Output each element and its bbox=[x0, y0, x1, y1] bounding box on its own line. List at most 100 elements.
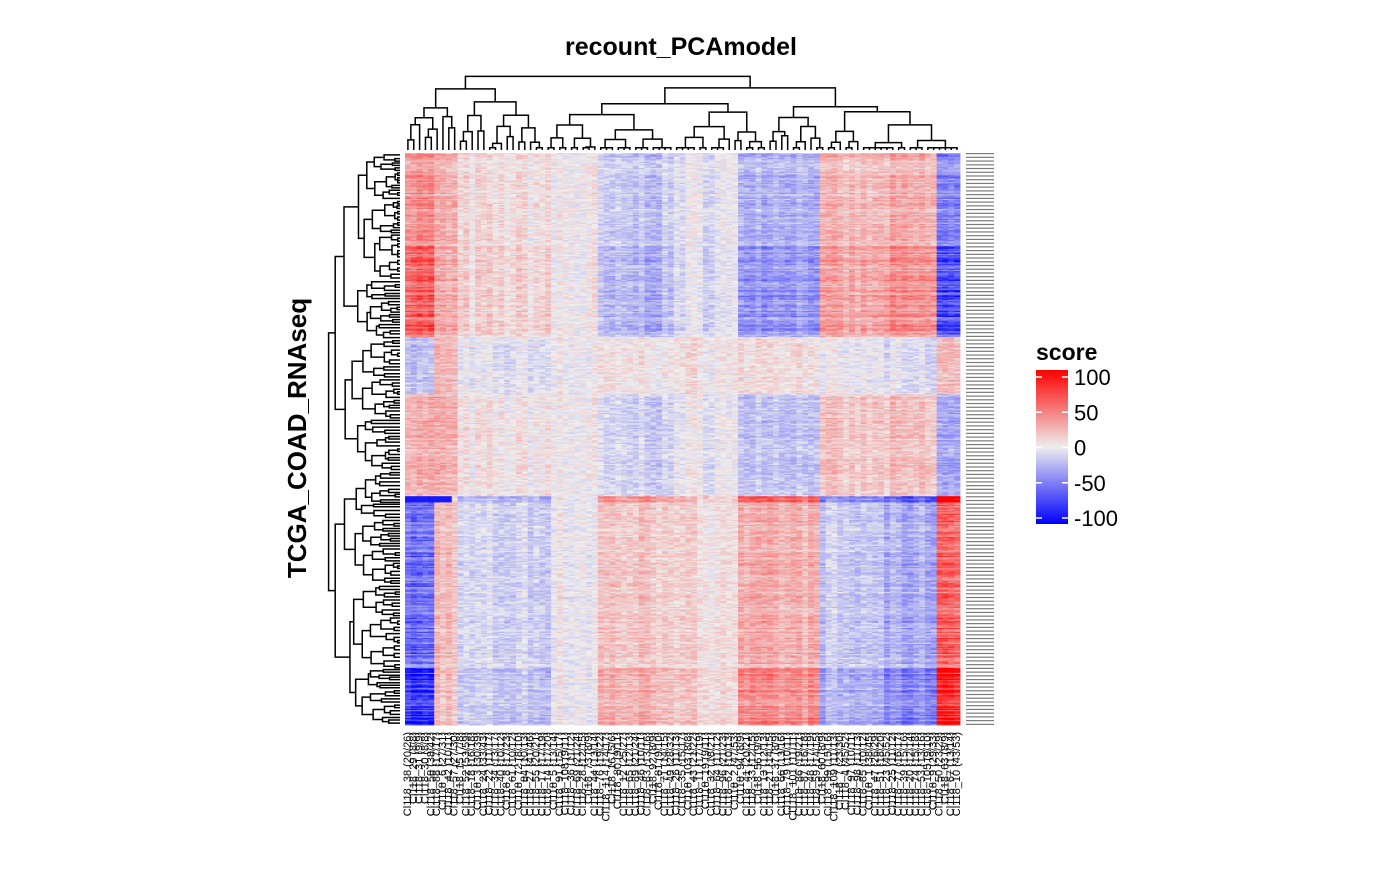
heatmap-cell bbox=[825, 170, 832, 173]
heatmap-cell bbox=[919, 167, 926, 170]
heatmap-cell bbox=[808, 164, 815, 166]
heatmap-cell bbox=[889, 165, 897, 168]
heatmap-cell bbox=[884, 159, 891, 161]
heatmap-cell bbox=[463, 170, 470, 173]
heatmap-cell bbox=[726, 155, 733, 158]
heatmap-cell bbox=[802, 169, 809, 171]
heatmap-cell bbox=[574, 161, 581, 164]
heatmap-cell bbox=[656, 165, 663, 168]
heatmap-cell bbox=[469, 169, 476, 171]
heatmap-cell bbox=[428, 169, 435, 171]
heatmap-cell bbox=[673, 153, 680, 155]
heatmap-cell bbox=[533, 167, 540, 170]
heatmap-cell bbox=[872, 165, 879, 168]
heatmap-cell bbox=[591, 170, 599, 173]
heatmap-cell bbox=[475, 162, 482, 165]
heatmap-cell bbox=[860, 165, 867, 168]
heatmap-cell bbox=[813, 169, 821, 171]
heatmap-cell bbox=[615, 164, 622, 166]
heatmap-cell bbox=[884, 169, 891, 171]
heatmap-cell bbox=[691, 157, 698, 160]
heatmap-cell bbox=[761, 167, 768, 170]
heatmap-cell bbox=[451, 156, 458, 159]
heatmap-cell bbox=[831, 164, 838, 166]
heatmap-cell bbox=[539, 155, 546, 158]
heatmap-cell bbox=[516, 169, 523, 171]
heatmap-cell bbox=[650, 156, 657, 159]
heatmap-cell bbox=[849, 154, 856, 156]
heatmap-cell bbox=[930, 164, 938, 166]
heatmap-cell bbox=[837, 159, 844, 161]
heatmap-cell bbox=[562, 156, 569, 159]
heatmap-cell bbox=[469, 156, 476, 159]
heatmap-cell bbox=[451, 170, 458, 173]
heatmap-cell bbox=[457, 167, 464, 170]
heatmap-cell bbox=[568, 155, 575, 158]
heatmap-cell bbox=[738, 170, 745, 173]
heatmap-cell bbox=[662, 156, 669, 159]
heatmap-cell bbox=[954, 159, 961, 161]
heatmap-cell bbox=[837, 153, 844, 155]
heatmap-cell bbox=[574, 167, 581, 170]
heatmap-cell bbox=[784, 169, 791, 171]
heatmap-cell bbox=[802, 157, 809, 160]
heatmap-cell bbox=[603, 169, 610, 171]
heatmap-cell bbox=[697, 170, 704, 173]
heatmap-cell bbox=[708, 157, 716, 160]
heatmap-cell bbox=[919, 160, 926, 163]
heatmap-cell bbox=[638, 167, 645, 170]
heatmap-cell bbox=[860, 170, 867, 173]
heatmap-cell bbox=[738, 169, 745, 171]
heatmap-cell bbox=[591, 156, 599, 159]
heatmap-cell bbox=[778, 159, 786, 161]
heatmap-cell bbox=[521, 161, 529, 164]
heatmap-cell bbox=[813, 157, 821, 160]
heatmap-cell bbox=[597, 171, 605, 174]
heatmap-cell bbox=[930, 162, 938, 165]
heatmap-cell bbox=[451, 164, 458, 166]
heatmap-cell bbox=[924, 155, 932, 158]
heatmap-cell bbox=[954, 153, 961, 155]
heatmap-cell bbox=[901, 156, 908, 159]
heatmap-cell bbox=[831, 161, 838, 164]
heatmap-cell bbox=[457, 161, 464, 164]
heatmap-cell bbox=[808, 155, 815, 158]
heatmap-cell bbox=[819, 156, 827, 159]
heatmap-cell bbox=[702, 170, 710, 173]
heatmap-cell bbox=[551, 159, 558, 161]
heatmap-cell bbox=[591, 166, 599, 169]
heatmap-cell bbox=[761, 166, 768, 169]
heatmap-cell bbox=[808, 170, 815, 173]
heatmap-cell bbox=[586, 159, 593, 161]
heatmap-cell bbox=[434, 157, 441, 160]
heatmap-cell bbox=[866, 156, 873, 159]
heatmap-cell bbox=[761, 155, 768, 158]
heatmap-cell bbox=[667, 154, 675, 156]
heatmap-cell bbox=[849, 153, 856, 155]
heatmap-cell bbox=[936, 156, 943, 159]
heatmap-cell bbox=[843, 167, 850, 170]
heatmap-cell bbox=[422, 167, 429, 170]
heatmap-cell bbox=[463, 159, 470, 161]
heatmap-cell bbox=[714, 159, 721, 161]
heatmap-cell bbox=[621, 159, 628, 161]
heatmap-cell bbox=[562, 161, 569, 164]
heatmap-cell bbox=[924, 170, 932, 173]
heatmap-cell bbox=[667, 169, 675, 171]
heatmap-cell bbox=[533, 171, 540, 174]
heatmap-cell bbox=[866, 167, 873, 170]
heatmap-cell bbox=[773, 164, 780, 166]
heatmap-cell bbox=[796, 167, 803, 170]
heatmap-cell bbox=[632, 159, 640, 161]
heatmap-cell bbox=[872, 160, 879, 163]
heatmap-cell bbox=[702, 162, 710, 165]
heatmap-cell bbox=[650, 155, 657, 158]
heatmap-cell bbox=[907, 170, 914, 173]
heatmap-cell bbox=[521, 171, 529, 174]
heatmap-cell bbox=[697, 156, 704, 159]
heatmap-body bbox=[405, 153, 961, 726]
heatmap-cell bbox=[422, 156, 429, 159]
heatmap-cell bbox=[854, 160, 862, 163]
heatmap-cell bbox=[627, 171, 634, 174]
heatmap-cell bbox=[410, 165, 418, 168]
